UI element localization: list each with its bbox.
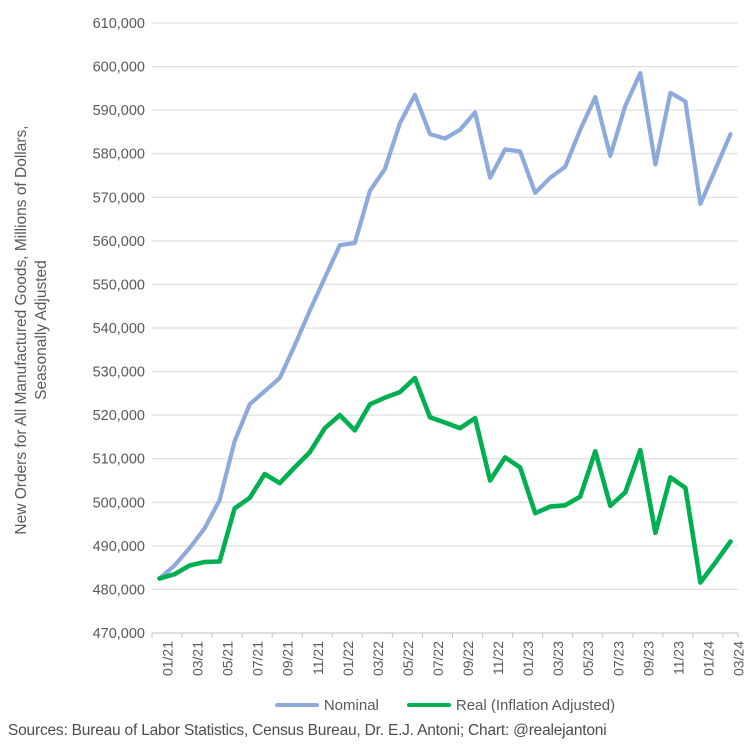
legend: Nominal Real (Inflation Adjusted)	[150, 694, 740, 716]
x-tick-label: 07/22	[430, 641, 446, 676]
y-tick-label: 610,000	[93, 16, 145, 32]
x-tick-label: 01/21	[160, 641, 176, 676]
y-tick-label: 500,000	[93, 495, 145, 511]
y-tick-label: 580,000	[93, 147, 145, 163]
x-tick-label: 11/23	[670, 641, 686, 675]
x-tick-label: 07/21	[250, 641, 266, 676]
y-tick-label: 530,000	[93, 365, 145, 381]
x-tick-label: 09/21	[280, 641, 296, 676]
y-tick-label: 600,000	[93, 60, 145, 76]
x-tick-label: 07/23	[610, 641, 626, 676]
x-tick-label: 05/21	[220, 641, 236, 676]
y-tick-label: 550,000	[93, 277, 145, 293]
x-tick-label: 03/21	[190, 641, 206, 676]
x-tick-label: 11/22	[490, 641, 506, 675]
y-tick-label: 480,000	[93, 582, 145, 598]
legend-label-nominal: Nominal	[323, 696, 379, 714]
x-tick-label: 03/22	[370, 641, 386, 676]
x-tick-label: 01/23	[520, 641, 536, 676]
y-tick-label: 490,000	[93, 539, 145, 555]
real-line-swatch-icon	[406, 702, 451, 708]
legend-item-nominal: Nominal	[274, 696, 379, 714]
x-tick-label: 09/23	[640, 641, 656, 676]
legend-item-real: Real (Inflation Adjusted)	[406, 696, 616, 714]
nominal-line-swatch-icon	[274, 702, 319, 708]
x-tick-label: 01/24	[700, 641, 716, 676]
x-tick-label: 05/22	[400, 641, 416, 676]
legend-label-real: Real (Inflation Adjusted)	[455, 696, 616, 714]
x-tick-label: 01/22	[340, 641, 356, 676]
x-tick-label: 11/21	[310, 641, 326, 675]
x-tick-label: 03/24	[731, 641, 747, 676]
y-tick-label: 470,000	[93, 626, 145, 642]
y-tick-label: 590,000	[93, 103, 145, 119]
nominal-line	[157, 70, 733, 581]
source-attribution: Sources: Bureau of Labor Statistics, Cen…	[8, 722, 607, 739]
y-tick-label: 510,000	[93, 452, 145, 468]
y-tick-label: 560,000	[93, 234, 145, 250]
x-tick-label: 05/23	[580, 641, 596, 676]
y-tick-label: 540,000	[93, 321, 145, 337]
real-line	[157, 375, 733, 585]
x-tick-label: 09/22	[460, 641, 476, 676]
x-tick-label: 03/23	[550, 641, 566, 676]
y-tick-label: 570,000	[93, 190, 145, 206]
y-tick-label: 520,000	[93, 408, 145, 424]
